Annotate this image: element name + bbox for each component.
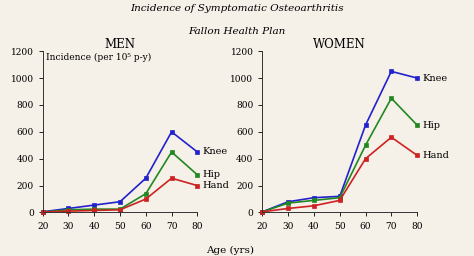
Text: Hand: Hand [422, 151, 449, 160]
Text: Knee: Knee [202, 147, 228, 156]
Text: Fallon Health Plan: Fallon Health Plan [188, 27, 286, 36]
Text: Incidence of Symptomatic Osteoarthritis: Incidence of Symptomatic Osteoarthritis [130, 4, 344, 13]
Title: MEN: MEN [105, 38, 136, 51]
Text: Age (yrs): Age (yrs) [206, 246, 254, 255]
Text: Hip: Hip [202, 170, 220, 179]
Text: Incidence (per 10⁵ p-y): Incidence (per 10⁵ p-y) [46, 53, 151, 62]
Text: Knee: Knee [422, 73, 447, 83]
Title: WOMEN: WOMEN [313, 38, 366, 51]
Text: Hip: Hip [422, 121, 440, 130]
Text: Hand: Hand [202, 181, 229, 190]
